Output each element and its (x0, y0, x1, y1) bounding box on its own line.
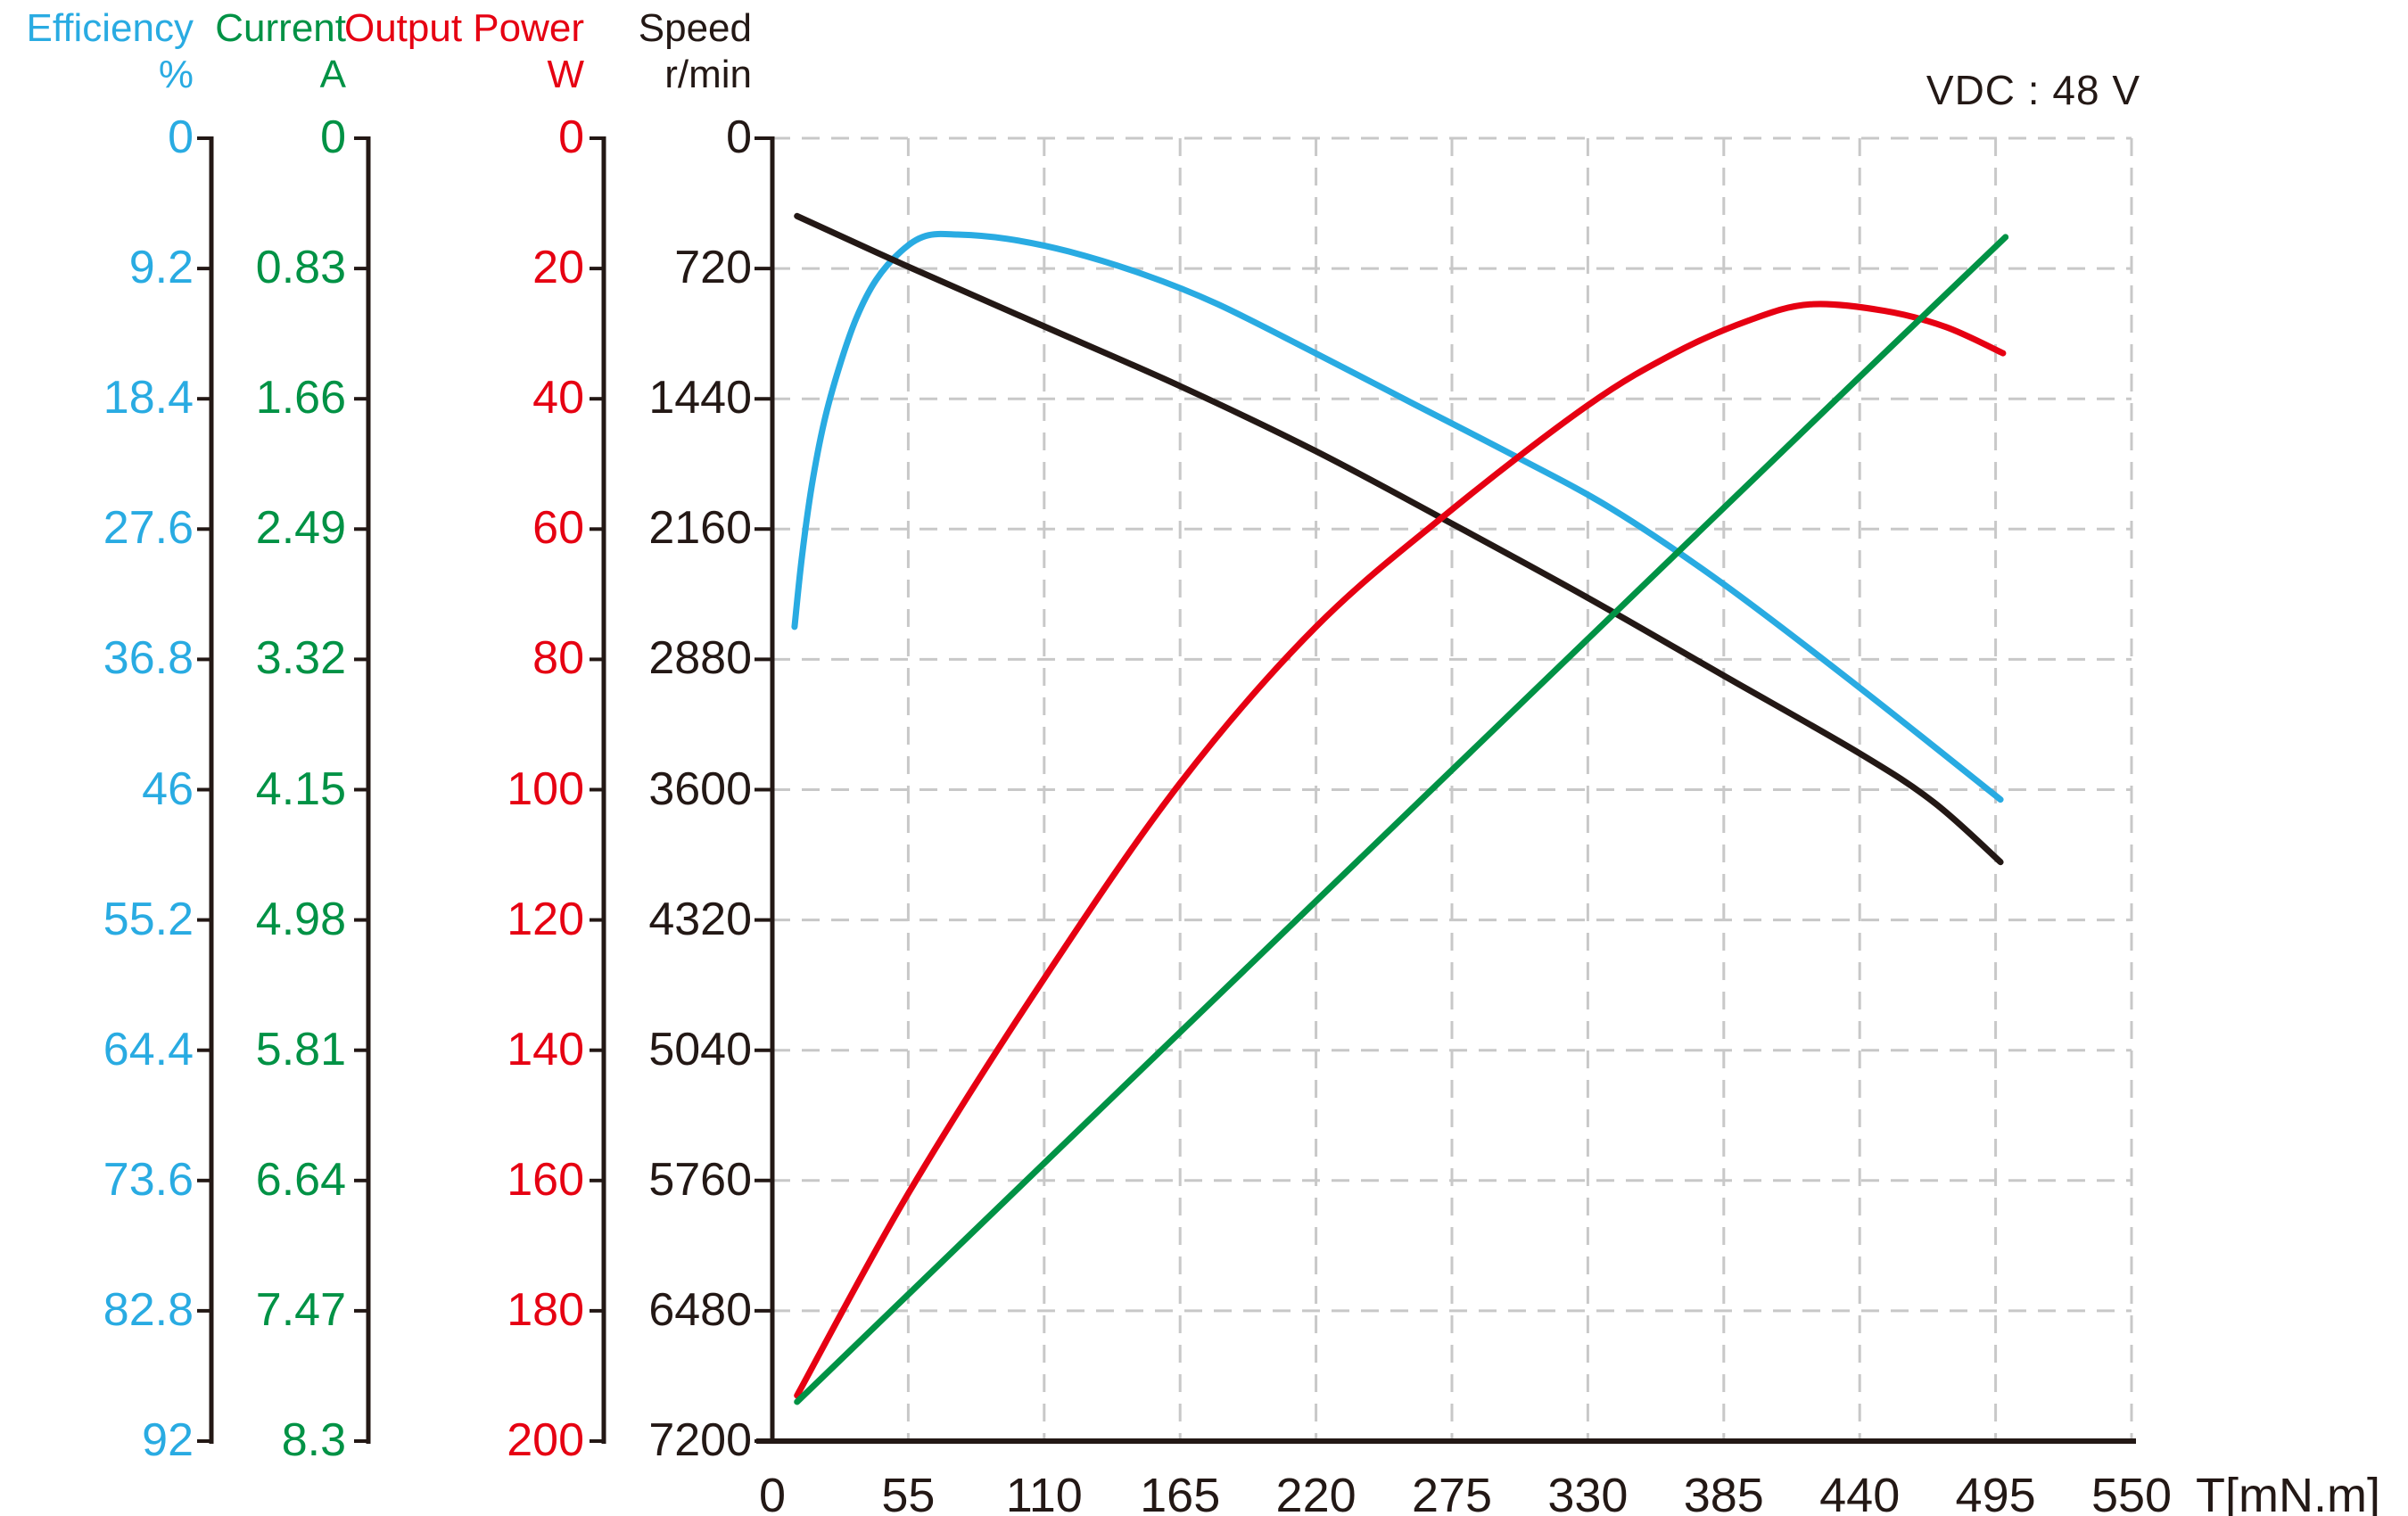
y-tick-label-efficiency: 46 (142, 762, 194, 815)
y-tick-label-current: 2.49 (255, 502, 346, 555)
efficiency-axis-unit: % (158, 53, 194, 96)
y-tick-label-efficiency: 27.6 (103, 502, 194, 555)
y-tick-label-speed: 5040 (648, 1023, 752, 1075)
y-tick-label-speed: 3600 (648, 762, 752, 815)
output-power-axis-header: Output Power W (344, 5, 584, 98)
y-tick-label-output-power: 0 (558, 111, 584, 163)
y-tick-label-speed: 2160 (648, 502, 752, 555)
y-tick-label-current: 7.47 (255, 1283, 346, 1336)
y-tick-label-speed: 5760 (648, 1153, 752, 1206)
output-power-axis-unit: W (547, 53, 584, 96)
y-tick-label-current: 8.3 (281, 1414, 346, 1466)
y-tick-label-efficiency: 18.4 (103, 372, 194, 424)
y-tick-label-speed: 1440 (648, 372, 752, 424)
y-tick-label-speed: 0 (726, 111, 752, 163)
y-tick-label-current: 0.83 (255, 242, 346, 294)
y-tick-label-efficiency: 36.8 (103, 632, 194, 685)
y-tick-label-output-power: 20 (532, 242, 584, 294)
y-tick-label-output-power: 80 (532, 632, 584, 685)
x-tick-label: 330 (1547, 1469, 1629, 1516)
y-tick-label-efficiency: 92 (142, 1414, 194, 1466)
output-power-axis-name: Output Power (343, 6, 584, 50)
y-tick-label-current: 0 (320, 111, 346, 163)
y-tick-label-speed: 4320 (648, 893, 752, 945)
x-tick-label: 165 (1140, 1469, 1221, 1516)
series-curve-output-power (794, 301, 2007, 1399)
y-tick-label-efficiency: 55.2 (103, 893, 194, 945)
x-tick-label: 275 (1411, 1469, 1493, 1516)
speed-axis-unit: r/min (664, 53, 752, 96)
current-axis-unit: A (319, 53, 346, 96)
x-tick-label: 0 (758, 1469, 787, 1516)
y-tick-label-output-power: 120 (507, 893, 584, 945)
efficiency-axis-header: Efficiency % (27, 5, 194, 98)
y-tick-label-output-power: 100 (507, 762, 584, 815)
y-tick-label-output-power: 180 (507, 1283, 584, 1336)
speed-axis-header: Speed r/min (639, 5, 752, 98)
x-tick-label: 220 (1275, 1469, 1357, 1516)
y-tick-label-current: 4.15 (255, 762, 346, 815)
y-tick-label-speed: 720 (674, 242, 752, 294)
y-tick-label-output-power: 160 (507, 1153, 584, 1206)
y-tick-label-speed: 6480 (648, 1283, 752, 1336)
y-tick-label-current: 6.64 (255, 1153, 346, 1206)
y-tick-label-speed: 7200 (648, 1414, 752, 1466)
x-tick-label: 550 (2091, 1469, 2173, 1516)
speed-axis-name: Speed (638, 6, 752, 50)
y-tick-label-efficiency: 64.4 (103, 1023, 194, 1075)
efficiency-axis-name: Efficiency (26, 6, 194, 50)
y-tick-label-output-power: 40 (532, 372, 584, 424)
y-tick-label-efficiency: 9.2 (128, 242, 194, 294)
x-tick-label: 55 (881, 1469, 936, 1516)
y-tick-label-current: 4.98 (255, 893, 346, 945)
series-curve-current (794, 234, 2009, 1405)
y-tick-label-current: 3.32 (255, 632, 346, 685)
current-axis-header: Current A (215, 5, 346, 98)
y-tick-label-output-power: 60 (532, 502, 584, 555)
y-tick-label-efficiency: 82.8 (103, 1283, 194, 1336)
y-tick-label-speed: 2880 (648, 632, 752, 685)
y-tick-label-output-power: 200 (507, 1414, 584, 1466)
x-tick-label: 440 (1819, 1469, 1901, 1516)
y-tick-label-current: 5.81 (255, 1023, 346, 1075)
y-tick-label-output-power: 140 (507, 1023, 584, 1075)
series-curve-speed (794, 212, 2004, 866)
y-tick-label-efficiency: 0 (168, 111, 194, 163)
y-tick-label-efficiency: 73.6 (103, 1153, 194, 1206)
y-tick-label-current: 1.66 (255, 372, 346, 424)
x-tick-label: 495 (1955, 1469, 2036, 1516)
x-tick-label: 385 (1683, 1469, 1764, 1516)
vdc-annotation: VDC : 48 V (1926, 67, 2140, 113)
current-axis-name: Current (215, 6, 346, 50)
x-axis-title: T[mN.m] (2196, 1469, 2380, 1516)
x-tick-label: 110 (1005, 1469, 1083, 1516)
series-curve-efficiency (791, 230, 2004, 803)
